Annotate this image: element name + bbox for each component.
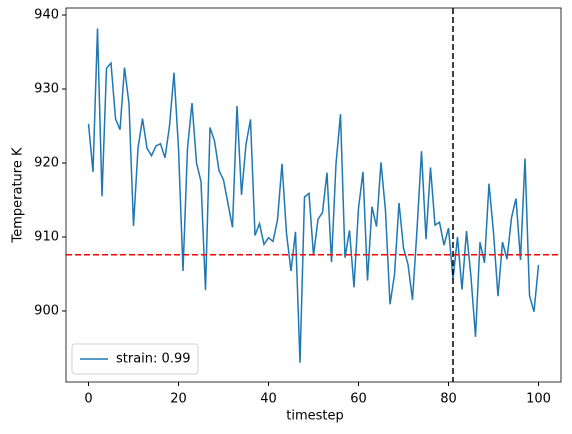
legend-label: strain: 0.99 <box>116 352 191 367</box>
y-axis-label: Temperature K <box>11 147 26 243</box>
y-tick-label: 920 <box>34 156 59 171</box>
x-tick-label: 100 <box>526 392 551 407</box>
y-tick-label: 940 <box>34 8 59 23</box>
x-tick-label: 80 <box>440 392 457 407</box>
y-tick-label: 900 <box>34 303 59 318</box>
y-tick-label: 910 <box>34 229 59 244</box>
x-tick-label: 60 <box>350 392 367 407</box>
x-tick-label: 0 <box>84 392 92 407</box>
y-tick-label: 930 <box>34 82 59 97</box>
x-tick-label: 40 <box>260 392 277 407</box>
series-line <box>87 28 540 363</box>
plot-frame <box>65 7 562 383</box>
x-axis-label: timestep <box>286 409 344 424</box>
x-tick-label: 20 <box>170 392 187 407</box>
legend-box <box>71 343 199 375</box>
